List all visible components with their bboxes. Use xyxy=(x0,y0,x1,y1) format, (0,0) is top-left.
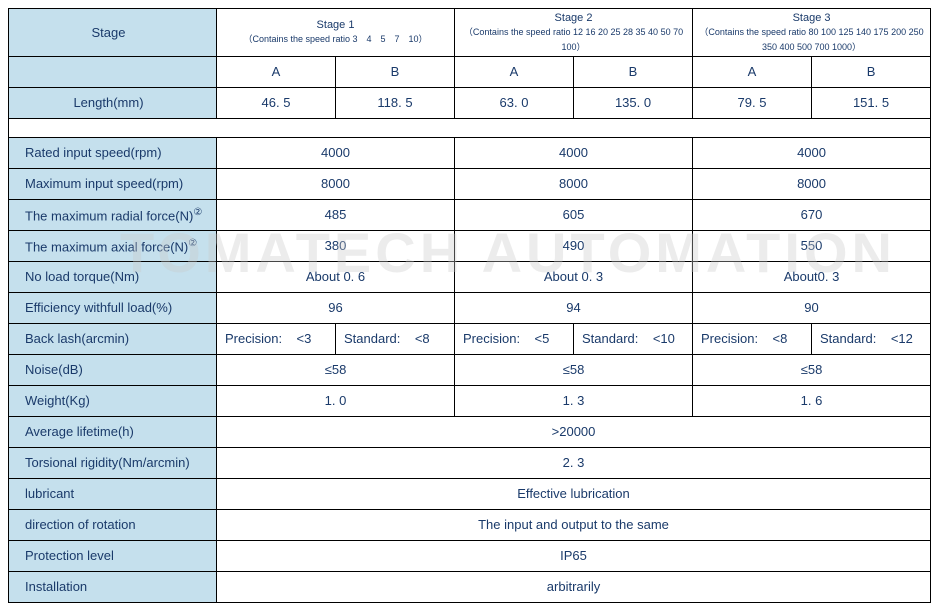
noise-label: Noise(dB) xyxy=(9,354,217,385)
len-3: 135. 0 xyxy=(574,87,693,118)
table-row: Noise(dB) ≤58 ≤58 ≤58 xyxy=(9,354,931,385)
header-row-ab: A B A B A B xyxy=(9,56,931,87)
torsional-val: 2. 3 xyxy=(217,447,931,478)
table-row: The maximum axial force(N)② 380 490 550 xyxy=(9,230,931,261)
table-row: No load torque(Nm) About 0. 6 About 0. 3… xyxy=(9,261,931,292)
lubricant-val: Effective lubrication xyxy=(217,478,931,509)
len-2: 63. 0 xyxy=(455,87,574,118)
max-radial-force-2: 605 xyxy=(455,199,693,230)
max-axial-force-label: The maximum axial force(N)② xyxy=(9,230,217,261)
protection-label: Protection level xyxy=(9,540,217,571)
lubricant-label: lubricant xyxy=(9,478,217,509)
backlash-3p: Precision: <8 xyxy=(693,323,812,354)
stage-label: Stage xyxy=(9,9,217,57)
table-row: Efficiency withfull load(%) 96 94 90 xyxy=(9,292,931,323)
table-row: lubricant Effective lubrication xyxy=(9,478,931,509)
direction-label: direction of rotation xyxy=(9,509,217,540)
no-load-torque-label: No load torque(Nm) xyxy=(9,261,217,292)
installation-val: arbitrarily xyxy=(217,571,931,602)
s1-b: B xyxy=(336,56,455,87)
efficiency-2: 94 xyxy=(455,292,693,323)
noise-1: ≤58 xyxy=(217,354,455,385)
max-input-speed-1: 8000 xyxy=(217,168,455,199)
max-radial-force-1: 485 xyxy=(217,199,455,230)
max-input-speed-3: 8000 xyxy=(693,168,931,199)
s3-b: B xyxy=(812,56,931,87)
backlash-2p: Precision: <5 xyxy=(455,323,574,354)
lifetime-val: >20000 xyxy=(217,416,931,447)
max-radial-force-label: The maximum radial force(N)② xyxy=(9,199,217,230)
stage1-header: Stage 1 （Contains the speed ratio 3 4 5 … xyxy=(217,9,455,57)
rated-input-speed-1: 4000 xyxy=(217,137,455,168)
rated-input-speed-2: 4000 xyxy=(455,137,693,168)
torsional-label: Torsional rigidity(Nm/arcmin) xyxy=(9,447,217,478)
direction-val: The input and output to the same xyxy=(217,509,931,540)
max-input-speed-2: 8000 xyxy=(455,168,693,199)
no-load-torque-3: About0. 3 xyxy=(693,261,931,292)
no-load-torque-1: About 0. 6 xyxy=(217,261,455,292)
backlash-3s: Standard: <12 xyxy=(812,323,931,354)
max-axial-force-1: 380 xyxy=(217,230,455,261)
backlash-2s: Standard: <10 xyxy=(574,323,693,354)
s2-a: A xyxy=(455,56,574,87)
table-row: Installation arbitrarily xyxy=(9,571,931,602)
noise-2: ≤58 xyxy=(455,354,693,385)
efficiency-label: Efficiency withfull load(%) xyxy=(9,292,217,323)
len-0: 46. 5 xyxy=(217,87,336,118)
len-5: 151. 5 xyxy=(812,87,931,118)
length-label: Length(mm) xyxy=(9,87,217,118)
efficiency-3: 90 xyxy=(693,292,931,323)
backlash-1p: Precision: <3 xyxy=(217,323,336,354)
rated-input-speed-3: 4000 xyxy=(693,137,931,168)
backlash-label: Back lash(arcmin) xyxy=(9,323,217,354)
rated-input-speed-label: Rated input speed(rpm) xyxy=(9,137,217,168)
table-row: Protection level IP65 xyxy=(9,540,931,571)
table-row: direction of rotation The input and outp… xyxy=(9,509,931,540)
weight-1: 1. 0 xyxy=(217,385,455,416)
length-row: Length(mm) 46. 5 118. 5 63. 0 135. 0 79.… xyxy=(9,87,931,118)
efficiency-1: 96 xyxy=(217,292,455,323)
stage2-header: Stage 2 （Contains the speed ratio 12 16 … xyxy=(455,9,693,57)
table-row: The maximum radial force(N)② 485 605 670 xyxy=(9,199,931,230)
max-axial-force-3: 550 xyxy=(693,230,931,261)
table-row: Weight(Kg) 1. 0 1. 3 1. 6 xyxy=(9,385,931,416)
protection-val: IP65 xyxy=(217,540,931,571)
stage3-header: Stage 3 （Contains the speed ratio 80 100… xyxy=(693,9,931,57)
table-row: Maximum input speed(rpm) 8000 8000 8000 xyxy=(9,168,931,199)
s2-b: B xyxy=(574,56,693,87)
no-load-torque-2: About 0. 3 xyxy=(455,261,693,292)
spacer-row xyxy=(9,118,931,137)
max-input-speed-label: Maximum input speed(rpm) xyxy=(9,168,217,199)
max-radial-force-3: 670 xyxy=(693,199,931,230)
table-row: Torsional rigidity(Nm/arcmin) 2. 3 xyxy=(9,447,931,478)
header-row-stage: Stage Stage 1 （Contains the speed ratio … xyxy=(9,9,931,57)
len-4: 79. 5 xyxy=(693,87,812,118)
table-row: Average lifetime(h) >20000 xyxy=(9,416,931,447)
weight-2: 1. 3 xyxy=(455,385,693,416)
max-axial-force-2: 490 xyxy=(455,230,693,261)
len-1: 118. 5 xyxy=(336,87,455,118)
s3-a: A xyxy=(693,56,812,87)
lifetime-label: Average lifetime(h) xyxy=(9,416,217,447)
noise-3: ≤58 xyxy=(693,354,931,385)
table-row: Back lash(arcmin) Precision: <3 Standard… xyxy=(9,323,931,354)
table-row: Rated input speed(rpm) 4000 4000 4000 xyxy=(9,137,931,168)
blank-label xyxy=(9,56,217,87)
installation-label: Installation xyxy=(9,571,217,602)
s1-a: A xyxy=(217,56,336,87)
weight-3: 1. 6 xyxy=(693,385,931,416)
backlash-1s: Standard: <8 xyxy=(336,323,455,354)
weight-label: Weight(Kg) xyxy=(9,385,217,416)
spec-table: Stage Stage 1 （Contains the speed ratio … xyxy=(8,8,931,603)
